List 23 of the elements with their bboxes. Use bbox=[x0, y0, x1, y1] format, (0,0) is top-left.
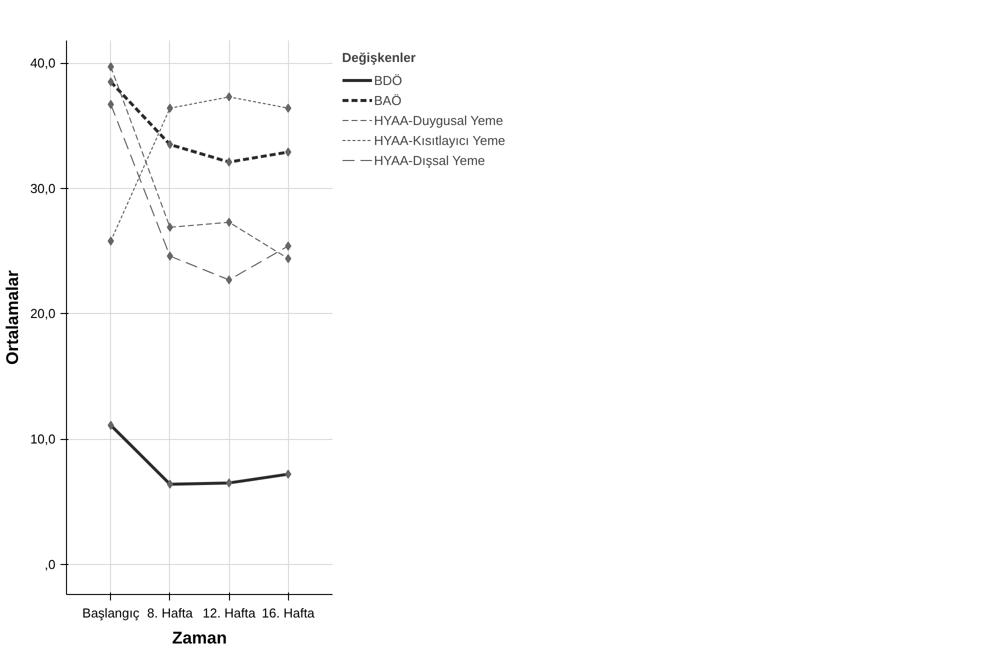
x-tick-label: 8. Hafta bbox=[147, 606, 194, 620]
x-tick-label: 12. Hafta bbox=[202, 606, 256, 620]
point bbox=[226, 92, 232, 102]
y-tick-label: ,0 bbox=[44, 556, 56, 572]
x-tick-label: Başlangıç bbox=[82, 606, 140, 620]
y-axis-title: Ortalamalar bbox=[3, 270, 22, 365]
x-axis-title: Zaman bbox=[172, 628, 227, 648]
legend-title: Değişkenler bbox=[342, 50, 417, 65]
legend-label: HYAA-Dışsal Yeme bbox=[374, 152, 486, 168]
y-tick-label: 30,0 bbox=[30, 180, 56, 196]
legend-label: HYAA-Duygusal Yeme bbox=[374, 112, 504, 128]
legend-label: BDÖ bbox=[374, 72, 402, 88]
legend-label: BAÖ bbox=[374, 92, 402, 108]
point bbox=[226, 275, 232, 284]
legend-label: HYAA-Kısıtlayıcı Yeme bbox=[374, 132, 506, 148]
x-tick-label: 16. Hafta bbox=[262, 606, 316, 620]
y-tick-label: 40,0 bbox=[30, 56, 56, 71]
point bbox=[166, 104, 174, 113]
point bbox=[166, 252, 174, 261]
y-tick-label: 10,0 bbox=[30, 432, 56, 447]
y-tick-label: 20,0 bbox=[30, 306, 56, 322]
point bbox=[226, 218, 232, 227]
point bbox=[166, 222, 174, 232]
